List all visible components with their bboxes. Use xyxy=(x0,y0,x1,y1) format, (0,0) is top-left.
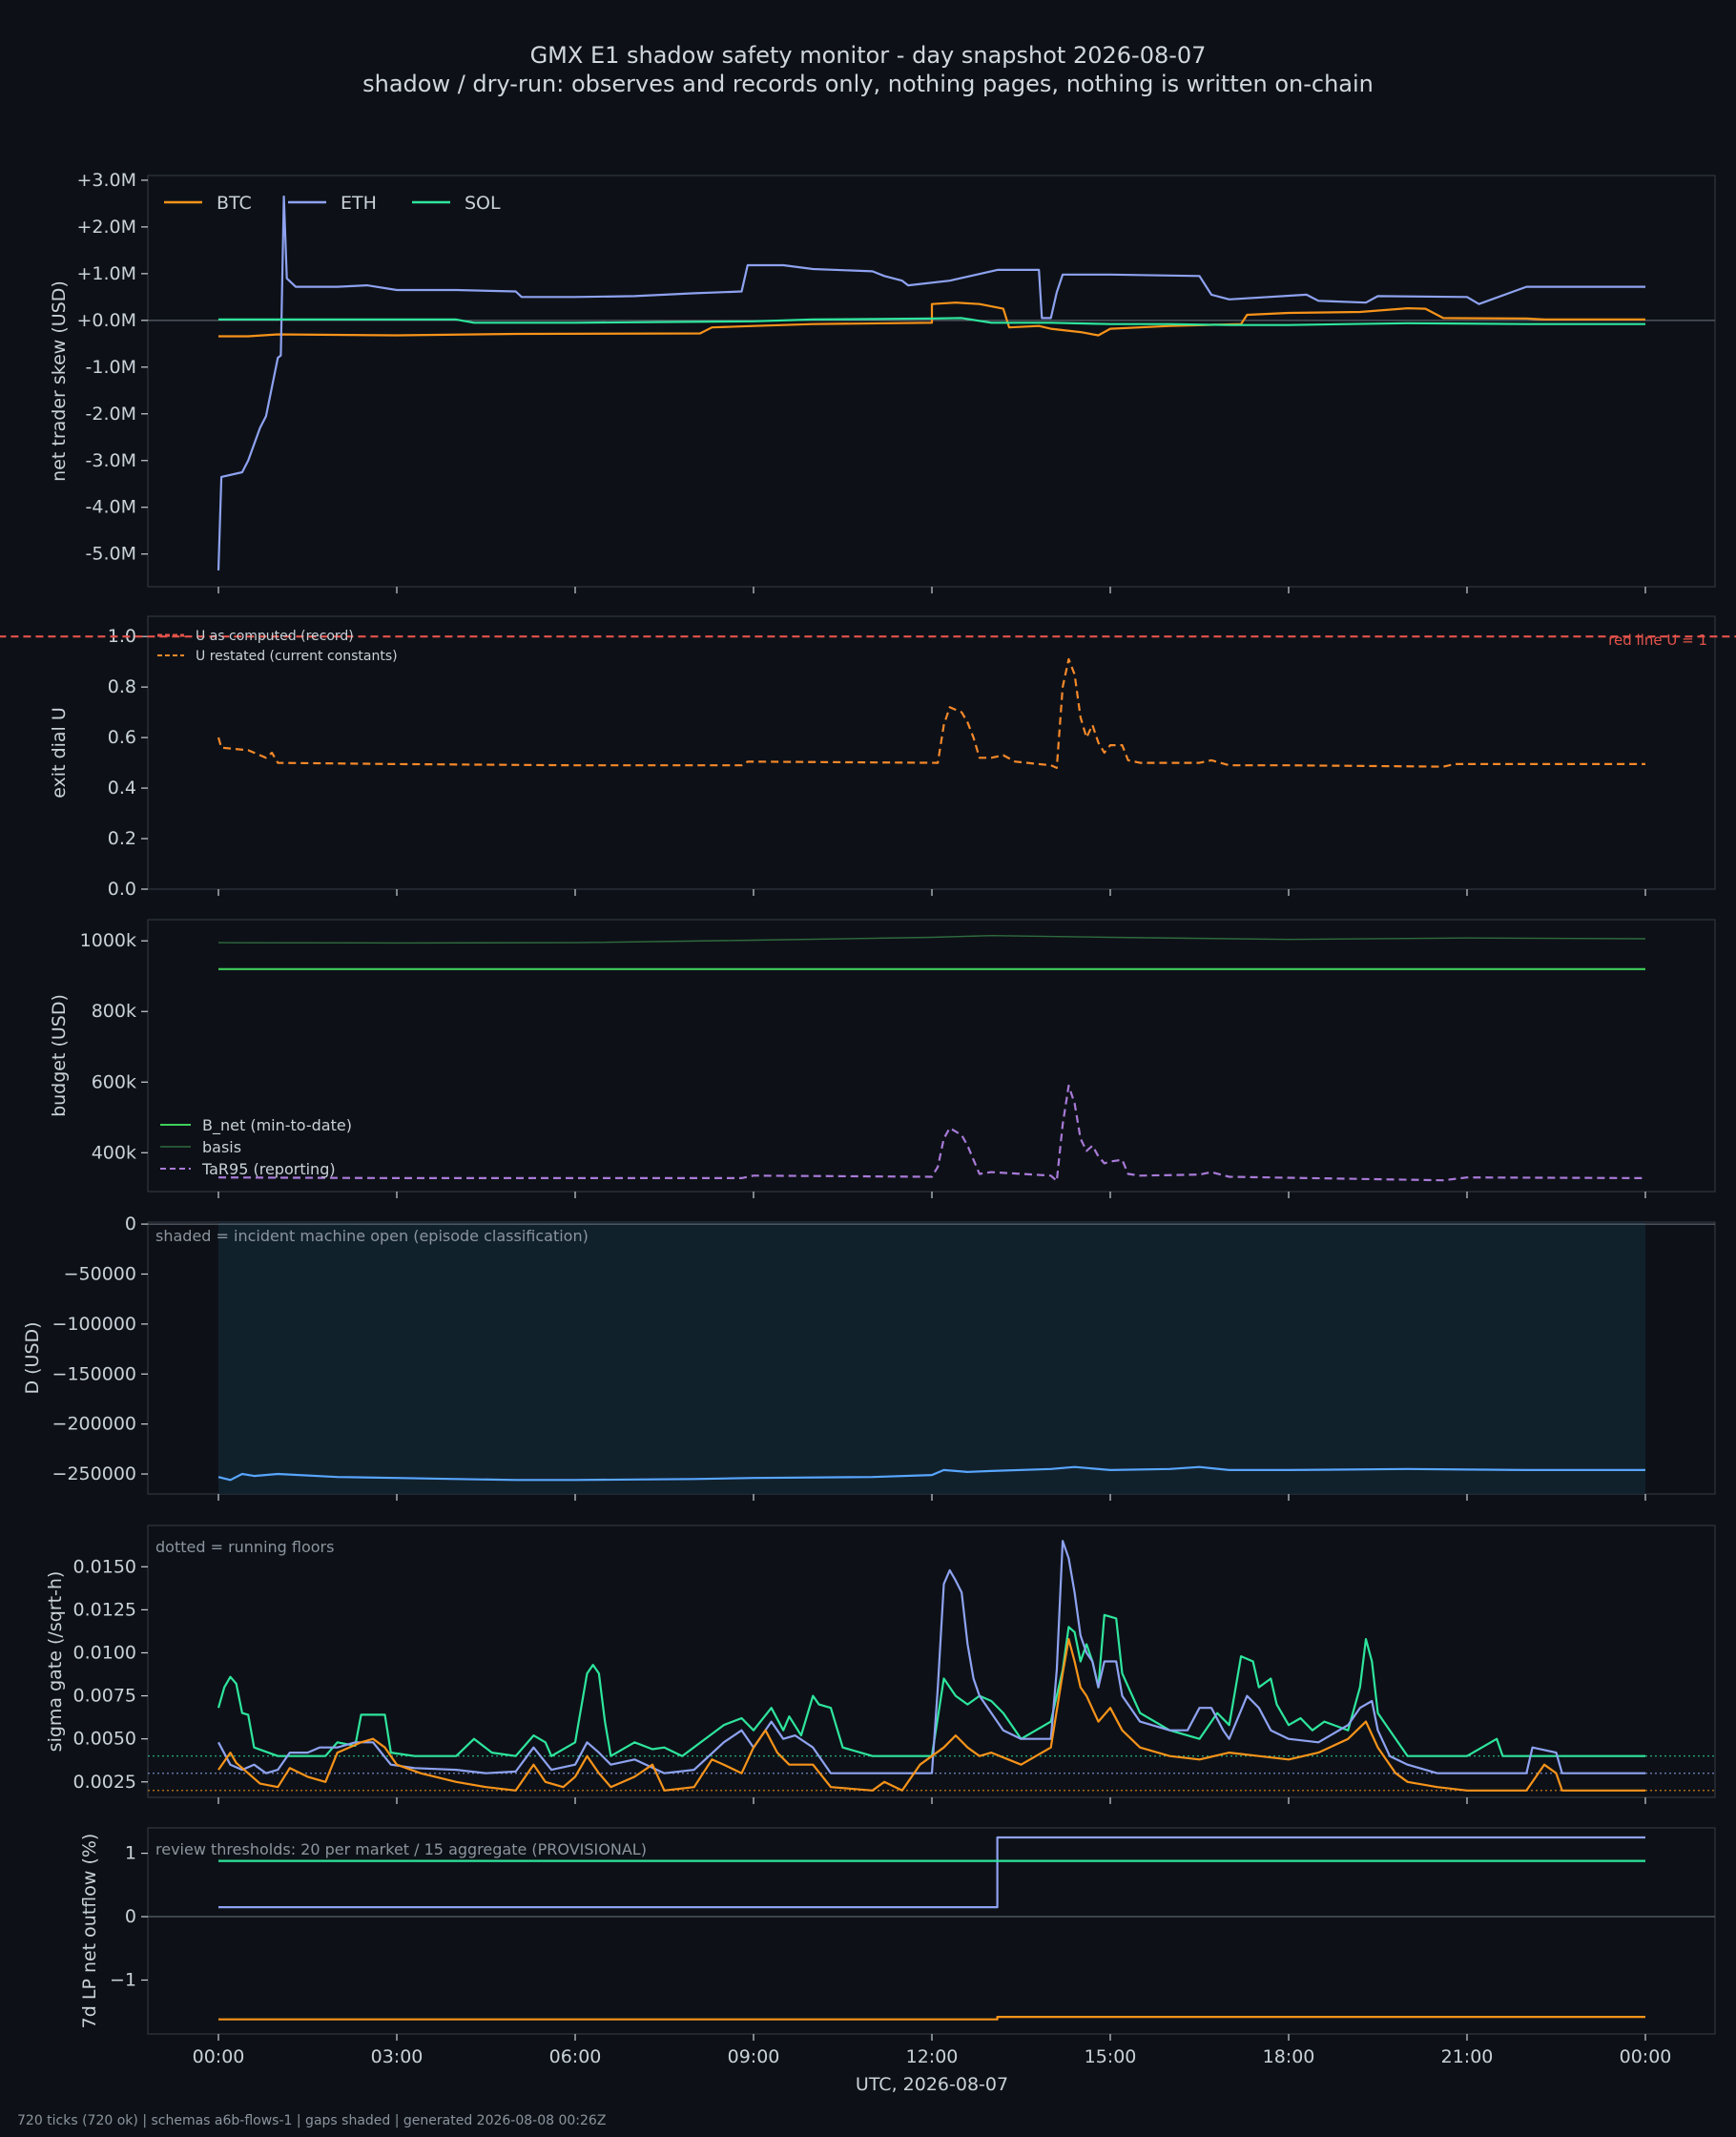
legend-label-btc: BTC xyxy=(217,193,252,214)
red-line-annotation: red line U = 1 xyxy=(1608,632,1707,649)
y-tick-label: −50000 xyxy=(64,1263,136,1284)
series-line-d xyxy=(217,1465,1645,1482)
panel-note: shaded = incident machine open (episode … xyxy=(155,1227,589,1245)
y-tick-label: 0.0050 xyxy=(73,1729,136,1750)
y-tick-label: +2.0M xyxy=(76,217,136,238)
x-tick-label: 15:00 xyxy=(1085,2046,1137,2067)
panel-frame xyxy=(147,175,1716,588)
series-line-sol xyxy=(218,317,1645,326)
legend-label: basis xyxy=(202,1138,241,1156)
chart-subtitle: shadow / dry-run: observes and records o… xyxy=(362,71,1374,97)
y-tick-label: 0.8 xyxy=(108,676,136,697)
y-tick-label: 0.0150 xyxy=(73,1556,136,1577)
y-tick-label: 0.0100 xyxy=(73,1642,136,1663)
panel-frame xyxy=(147,615,1716,890)
x-tick-label: 12:00 xyxy=(906,2046,959,2067)
panel-note: review thresholds: 20 per market / 15 ag… xyxy=(155,1840,647,1858)
y-tick-label: +0.0M xyxy=(76,310,136,331)
y-tick-label: 0.0075 xyxy=(73,1686,136,1707)
y-tick-label: -5.0M xyxy=(86,544,136,565)
panel-4: 0 −50000 −100000 −150000 −200000 −250000 D (US… xyxy=(22,1214,1716,1501)
y-tick-label: 0 xyxy=(125,1214,136,1234)
legend-label: TaR95 (reporting) xyxy=(201,1160,336,1178)
panel-3: 400k 600k 800k 1000k budget (USD) B_net (min-… xyxy=(49,919,1716,1198)
series-line-u-restated-current-constants xyxy=(217,657,1645,769)
series-line-btc xyxy=(217,1638,1645,1792)
series-line-btc xyxy=(218,301,1645,338)
series-line-basis xyxy=(217,935,1646,944)
footer-status: 720 ticks (720 ok) | schemas a6b-flows-1… xyxy=(17,2113,607,2128)
series-line-eth xyxy=(218,1836,1645,1909)
y-tick-label: 1000k xyxy=(80,930,136,951)
legend-label: B_net (min-to-date) xyxy=(202,1116,352,1135)
panel-5: 0.0025 0.0050 0.0075 0.0100 0.0125 0.0150 sigm… xyxy=(45,1525,1716,1804)
y-tick-label: 1.0 xyxy=(108,626,136,647)
panel-frame xyxy=(147,919,1716,1193)
y-tick-label: 0.0025 xyxy=(73,1772,136,1793)
x-tick-label: 00:00 xyxy=(1620,2046,1672,2067)
series-line-btc xyxy=(218,2016,1645,2021)
series-line-eth xyxy=(217,1540,1645,1774)
panel-note: dotted = running floors xyxy=(155,1538,334,1556)
x-tick-label: 09:00 xyxy=(728,2046,780,2067)
x-tick-label: 21:00 xyxy=(1441,2046,1494,2067)
y-axis-label: D (USD) xyxy=(22,1321,43,1394)
y-tick-label: +3.0M xyxy=(76,170,136,191)
y-tick-label: +1.0M xyxy=(76,263,136,284)
y-tick-label: 600k xyxy=(92,1071,136,1092)
legend-label-eth: ETH xyxy=(341,193,377,214)
y-tick-label: -2.0M xyxy=(86,404,136,425)
y-axis-label: net trader skew (USD) xyxy=(49,280,70,482)
y-axis-label: exit dial U xyxy=(49,707,70,799)
y-axis-label: 7d LP net outflow (%) xyxy=(79,1834,100,2029)
y-tick-label: 0.2 xyxy=(108,828,136,849)
panel-2: 0.0 0.2 0.4 0.6 0.8 1.0 exit dial U red line U … xyxy=(0,615,1736,900)
panel-frame xyxy=(147,1525,1716,1798)
series-line-eth xyxy=(217,195,1645,571)
y-tick-label: 800k xyxy=(92,1001,136,1022)
y-tick-label: 0.6 xyxy=(108,727,136,748)
panel-1: +3.0M +2.0M +1.0M +0.0M -1.0M -2.0M -3.0M -4.0M… xyxy=(49,170,1716,593)
y-tick-label: −250000 xyxy=(52,1463,136,1484)
y-tick-label: -3.0M xyxy=(86,450,136,471)
y-tick-label: 0 xyxy=(125,1906,136,1927)
series-line-tar95-reporting xyxy=(217,1084,1646,1182)
y-tick-label: 0.4 xyxy=(108,778,136,799)
panel-6: 1 0 −1 00:00 03:00 06:00 09:00 12:00 15:00 18:00 2… xyxy=(79,1827,1716,2095)
x-tick-label: 18:00 xyxy=(1263,2046,1315,2067)
y-tick-label: -4.0M xyxy=(86,497,136,518)
y-tick-label: 1 xyxy=(125,1843,136,1864)
y-tick-label: −1 xyxy=(110,1970,136,1991)
y-axis-label: sigma gate (/sqrt-h) xyxy=(45,1571,66,1753)
legend-label: U as computed (record) xyxy=(196,629,354,644)
legend-label-sol: SOL xyxy=(465,193,501,214)
y-tick-label: 0.0 xyxy=(108,879,136,900)
panel-frame xyxy=(147,1827,1716,2035)
legend-label: U restated (current constants) xyxy=(196,649,398,664)
y-tick-label: −200000 xyxy=(52,1414,136,1435)
y-axis-label: budget (USD) xyxy=(49,994,70,1117)
y-tick-label: −100000 xyxy=(52,1314,136,1335)
x-tick-label: 06:00 xyxy=(549,2046,602,2067)
y-tick-label: 0.0125 xyxy=(73,1599,136,1620)
y-tick-label: −150000 xyxy=(52,1363,136,1384)
incident-shaded-span xyxy=(218,1222,1645,1494)
y-tick-label: 400k xyxy=(92,1142,136,1163)
x-axis-label: UTC, 2026-08-07 xyxy=(856,2074,1008,2095)
y-tick-label: -1.0M xyxy=(86,357,136,378)
chart-title: GMX E1 shadow safety monitor - day snaps… xyxy=(529,42,1207,69)
x-tick-label: 00:00 xyxy=(193,2046,245,2067)
x-tick-label: 03:00 xyxy=(371,2046,424,2067)
